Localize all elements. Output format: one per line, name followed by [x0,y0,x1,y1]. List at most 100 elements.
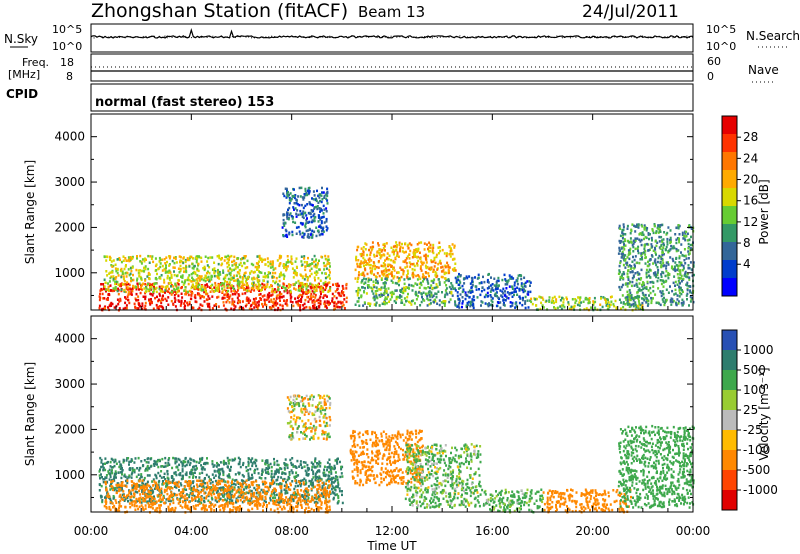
velocity-cell [192,481,194,485]
power-cell [509,305,512,308]
power-cell [218,254,221,258]
power-cell [364,267,367,270]
power-cell [386,256,389,260]
power-cell [235,279,238,282]
power-cell [236,257,239,260]
power-cell [197,276,200,280]
power-cell [412,251,415,254]
power-cell [389,291,392,295]
power-cell [515,290,517,293]
power-cell [641,233,644,236]
velocity-cell [231,478,234,481]
power-cell [110,270,113,274]
power-cell [108,304,111,308]
power-cell [318,268,321,271]
power-cell [221,262,224,265]
power-cell [378,304,381,307]
power-cell [337,300,340,304]
power-cell [675,247,678,251]
power-cell [198,255,201,259]
power-cell [523,282,526,286]
power-cell [140,286,143,289]
power-cell [205,292,208,296]
power-cell [237,299,240,302]
velocity-cell [175,473,178,477]
velocity-cell [113,477,115,481]
power-cell [114,282,117,286]
velocity-cell [297,502,299,505]
power-cell [196,279,199,283]
power-cell [541,296,544,299]
power-region-7 [617,223,695,307]
velocity-cell [272,496,274,499]
power-cell [128,301,131,305]
power-cell [523,276,526,279]
velocity-cell [174,471,177,474]
power-cell [309,202,312,206]
power-cell [295,202,298,205]
power-cell [419,304,422,307]
power-cell [358,265,361,269]
power-cell [467,290,470,294]
power-cell [280,292,283,296]
power-cell [443,281,446,284]
power-cell [240,284,243,288]
power-cell [319,279,322,282]
velocity-cell [212,465,215,468]
power-cell [369,302,372,306]
power-cell [177,294,180,298]
velocity-cell [145,461,148,464]
power-cell [292,215,294,219]
power-cell [663,243,665,247]
velocity-cell [146,474,149,477]
power-cell [644,226,647,229]
power-cell [620,301,623,304]
velocity-cell [310,482,313,485]
power-cell [102,297,105,300]
power-cell [226,284,229,288]
velocity-cell [142,482,145,486]
power-cell [202,278,205,282]
power-cell [122,259,125,262]
power-cell [641,301,644,305]
velocity-cell [184,464,187,468]
velocity-cell [105,474,108,477]
power-cell [163,281,166,284]
power-cell [246,282,249,285]
velocity-cell [323,468,326,471]
velocity-cell [127,457,130,460]
power-cell [289,294,292,297]
velocity-cell [224,480,227,483]
power-cell [371,269,373,273]
power-cell [196,282,199,286]
power-cell [184,289,187,292]
power-cell [679,271,682,274]
power-cell [285,261,288,264]
power-cell [296,203,299,206]
power-cell [375,275,378,279]
velocity-cell [314,474,317,478]
velocity-cell [318,495,321,498]
power-cell [382,282,385,285]
power-cell [683,248,686,251]
power-cell [390,272,393,275]
power-cell [435,283,438,286]
power-cell [658,235,661,239]
power-cell [160,274,163,277]
power-cell [518,295,521,298]
velocity-cell [203,477,206,481]
velocity-cell [110,478,113,482]
power-cell [274,300,277,303]
power-cell [551,296,554,300]
velocity-cell [307,485,310,488]
power-cell [279,299,281,302]
power-cell [135,292,138,296]
power-cell [299,221,302,225]
power-cell [464,293,467,296]
power-cell [647,232,650,235]
power-cell [406,255,409,258]
velocity-cell [219,461,222,464]
power-cell [281,305,284,308]
power-cell [149,303,152,306]
velocity-cell [257,472,260,475]
